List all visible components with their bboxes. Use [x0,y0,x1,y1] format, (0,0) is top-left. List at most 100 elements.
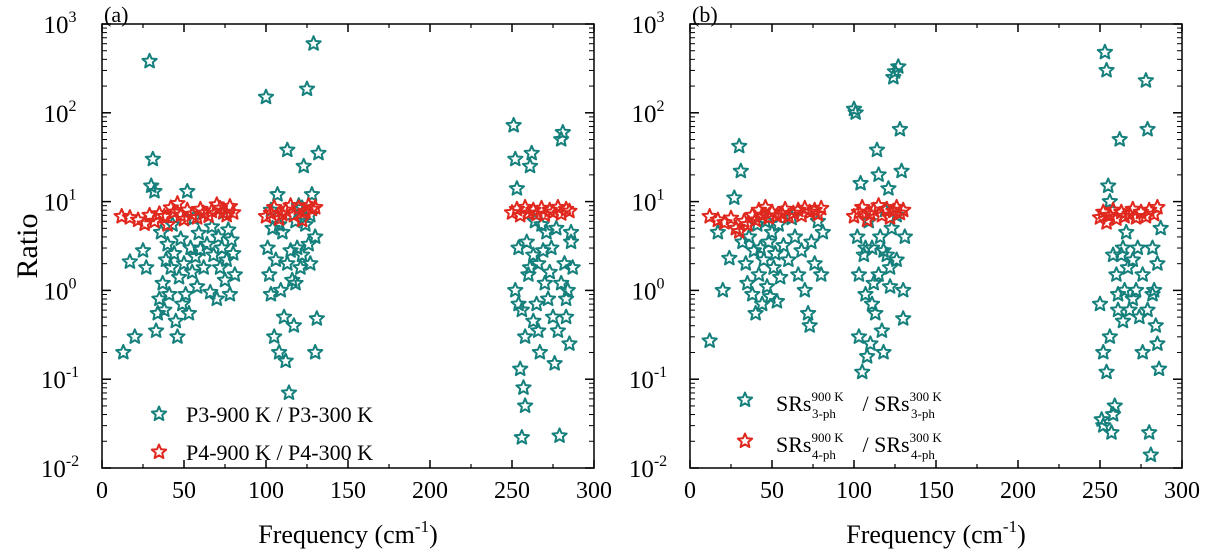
data-point-teal [765,259,782,275]
data-point-teal [195,259,212,275]
data-point-teal [862,335,879,351]
data-point-teal [852,174,869,191]
data-point-red [854,198,871,215]
data-point-teal [223,231,240,248]
data-point-teal [562,223,580,240]
data-point-teal [525,312,542,329]
x-tick-label: 150 [918,478,954,504]
data-point-teal [143,177,160,194]
data-point-teal [814,223,831,240]
data-point-teal [544,308,562,325]
data-point-teal [156,301,173,318]
legend-entry-a-0: P3-900 K / P3-300 K [186,402,373,427]
data-point-teal [878,246,895,263]
data-point-teal [521,259,539,275]
x-axis-label-sup: -1 [415,517,429,536]
data-point-teal [138,259,155,275]
data-point-teal [531,343,549,360]
data-point-teal [161,285,178,302]
legend-b1-base1: SRs [776,432,811,457]
ticks-panel-b: 0 50 100 150 200 250 300 10-2 10-1 100 101 102 103 [629,9,1200,504]
data-point-teal [709,223,727,240]
data-point-teal [280,384,298,401]
data-point-red [200,207,217,223]
data-point-teal [302,255,319,271]
data-point-teal [744,285,761,302]
data-point-teal [895,281,912,298]
data-point-teal [548,219,565,236]
data-point-red [218,206,235,223]
data-point-teal [714,281,731,298]
legend-marker-red [150,443,168,460]
data-point-teal [554,124,571,140]
data-point-teal [847,104,864,120]
data-point-red [544,203,562,220]
data-point-teal [760,233,777,250]
data-point-teal [1134,266,1151,282]
data-point-red [159,216,176,232]
y-tick-label: 10-1 [41,364,79,394]
x-tick-label: 100 [836,478,872,504]
data-point-teal [883,219,900,236]
data-point-teal [300,235,317,252]
data-point-teal [1144,239,1161,256]
data-point-teal [516,328,534,344]
data-point-teal [146,182,163,199]
data-point-teal [134,242,152,258]
data-point-teal [262,285,280,302]
data-point-teal [310,144,327,161]
legend-b0-sub1: 3-ph [812,406,836,421]
data-point-teal [126,328,143,344]
x-tick-label: 300 [1164,478,1200,504]
data-point-teal [1144,285,1161,302]
legend-b1-sup2: 300 K [910,430,943,445]
legend-marker-red [736,432,754,449]
data-point-teal [279,255,296,271]
data-point-red [293,211,311,228]
data-point-teal [512,360,529,377]
data-point-teal [886,63,904,79]
data-point-teal [270,216,288,232]
data-point-teal [536,274,553,291]
data-point-teal [190,224,207,241]
data-point-teal [174,295,191,312]
data-point-red [845,207,863,224]
data-point-teal [115,343,132,360]
x-tick-label: 200 [1000,478,1036,504]
data-point-teal [226,266,243,282]
data-point-red [895,201,912,218]
data-point-teal [557,308,575,325]
data-point-red [192,200,209,217]
data-point-teal [175,255,193,271]
data-point-teal [538,223,555,240]
data-point-red [525,201,542,218]
y-tick-label: 102 [632,98,665,128]
y-tick-label: 10-2 [629,453,667,483]
data-point-red [809,205,827,222]
y-tick-label: 10-1 [629,364,667,394]
data-point-teal [1106,397,1123,413]
data-point-teal [225,245,242,261]
data-point-teal [149,304,166,321]
data-point-teal [308,310,325,326]
data-point-teal [858,348,876,364]
data-point-teal [1124,251,1141,268]
data-point-teal [507,281,524,298]
data-point-red [512,206,529,223]
legend-b0-sub2: 3-ph [911,406,935,421]
data-point-teal [799,304,817,321]
data-point-teal [857,285,874,302]
data-point-teal [768,292,786,309]
data-point-teal [270,343,288,360]
x-tick-label: 250 [1082,478,1118,504]
data-point-teal [1134,343,1151,360]
data-point-teal [513,301,530,318]
data-point-teal [159,235,176,252]
data-point-red [858,211,876,228]
legend-entry-b-0: SRs900 K 3-ph / SRs300 K 3-ph [776,389,942,421]
data-point-red [701,207,718,224]
data-point-teal [854,363,871,380]
y-tick-label: 103 [632,9,665,39]
data-point-teal [1111,131,1128,147]
x-tick-label: 200 [412,478,448,504]
